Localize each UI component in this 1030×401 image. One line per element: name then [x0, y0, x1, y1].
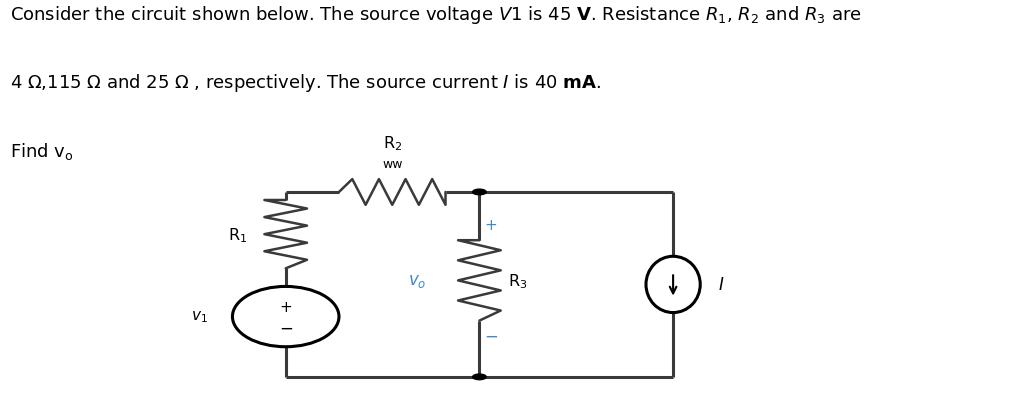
Text: Consider the circuit shown below. The source voltage $\mathit{V1}$ is 45 $\mathb: Consider the circuit shown below. The so… [9, 4, 861, 26]
Ellipse shape [233, 287, 339, 347]
Text: +: + [485, 218, 497, 233]
Text: +: + [279, 299, 293, 314]
Text: R$_3$: R$_3$ [509, 271, 527, 290]
Text: $\mathit{I}$: $\mathit{I}$ [718, 276, 724, 294]
Text: 4 $\Omega$,115 $\Omega$ and 25 $\Omega$ , respectively. The source current $\mat: 4 $\Omega$,115 $\Omega$ and 25 $\Omega$ … [9, 72, 600, 94]
Text: Find v$_\mathrm{o}$: Find v$_\mathrm{o}$ [9, 140, 73, 161]
Text: $\mathit{v}$$_1$: $\mathit{v}$$_1$ [192, 309, 208, 325]
Text: −: − [484, 327, 497, 345]
Circle shape [473, 374, 486, 380]
Text: R$_2$: R$_2$ [382, 134, 402, 152]
Text: R$_1$: R$_1$ [228, 225, 247, 244]
Text: ww: ww [382, 158, 403, 170]
Text: $\mathit{v}_o$: $\mathit{v}_o$ [408, 272, 426, 290]
Ellipse shape [646, 257, 700, 313]
Circle shape [473, 190, 486, 195]
Text: −: − [279, 319, 293, 337]
